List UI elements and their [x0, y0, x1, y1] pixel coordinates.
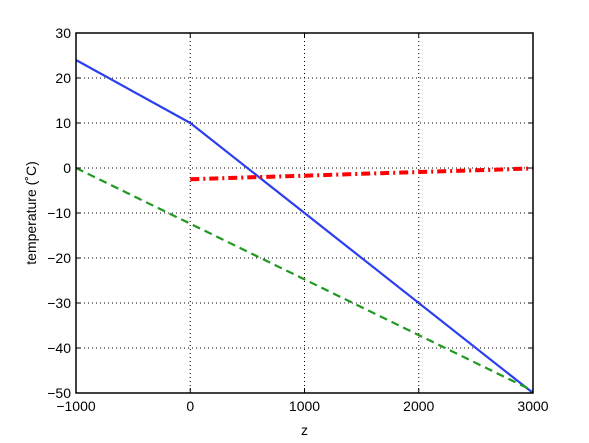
y-tick-label: 0: [63, 160, 71, 176]
series-line-1: [75, 59, 534, 394]
x-tick-label: −1000: [56, 398, 96, 414]
x-tick-label: 1000: [289, 398, 320, 414]
x-tick-label: 3000: [517, 398, 548, 414]
y-tick-label: 20: [55, 70, 71, 86]
y-axis-label: temperature (˚C): [23, 161, 39, 264]
y-tick-label: −50: [47, 385, 71, 401]
y-tick-label: −40: [47, 340, 71, 356]
x-tick-label: 2000: [403, 398, 434, 414]
y-tick-label: −30: [47, 295, 71, 311]
series-line-2: [75, 167, 534, 392]
series-group: [75, 59, 534, 394]
x-tick-label: 0: [186, 398, 194, 414]
y-tick-label: −20: [47, 250, 71, 266]
y-tick-label: 30: [55, 25, 71, 41]
y-tick-label: 10: [55, 115, 71, 131]
y-tick-label: −10: [47, 205, 71, 221]
series-line-3: [190, 166, 534, 182]
ticks: −1000 0 1000 2000 3000 −50 −40 −30 −20 −10 0 10 20 30: [47, 25, 549, 414]
x-axis-label: z: [301, 422, 308, 438]
